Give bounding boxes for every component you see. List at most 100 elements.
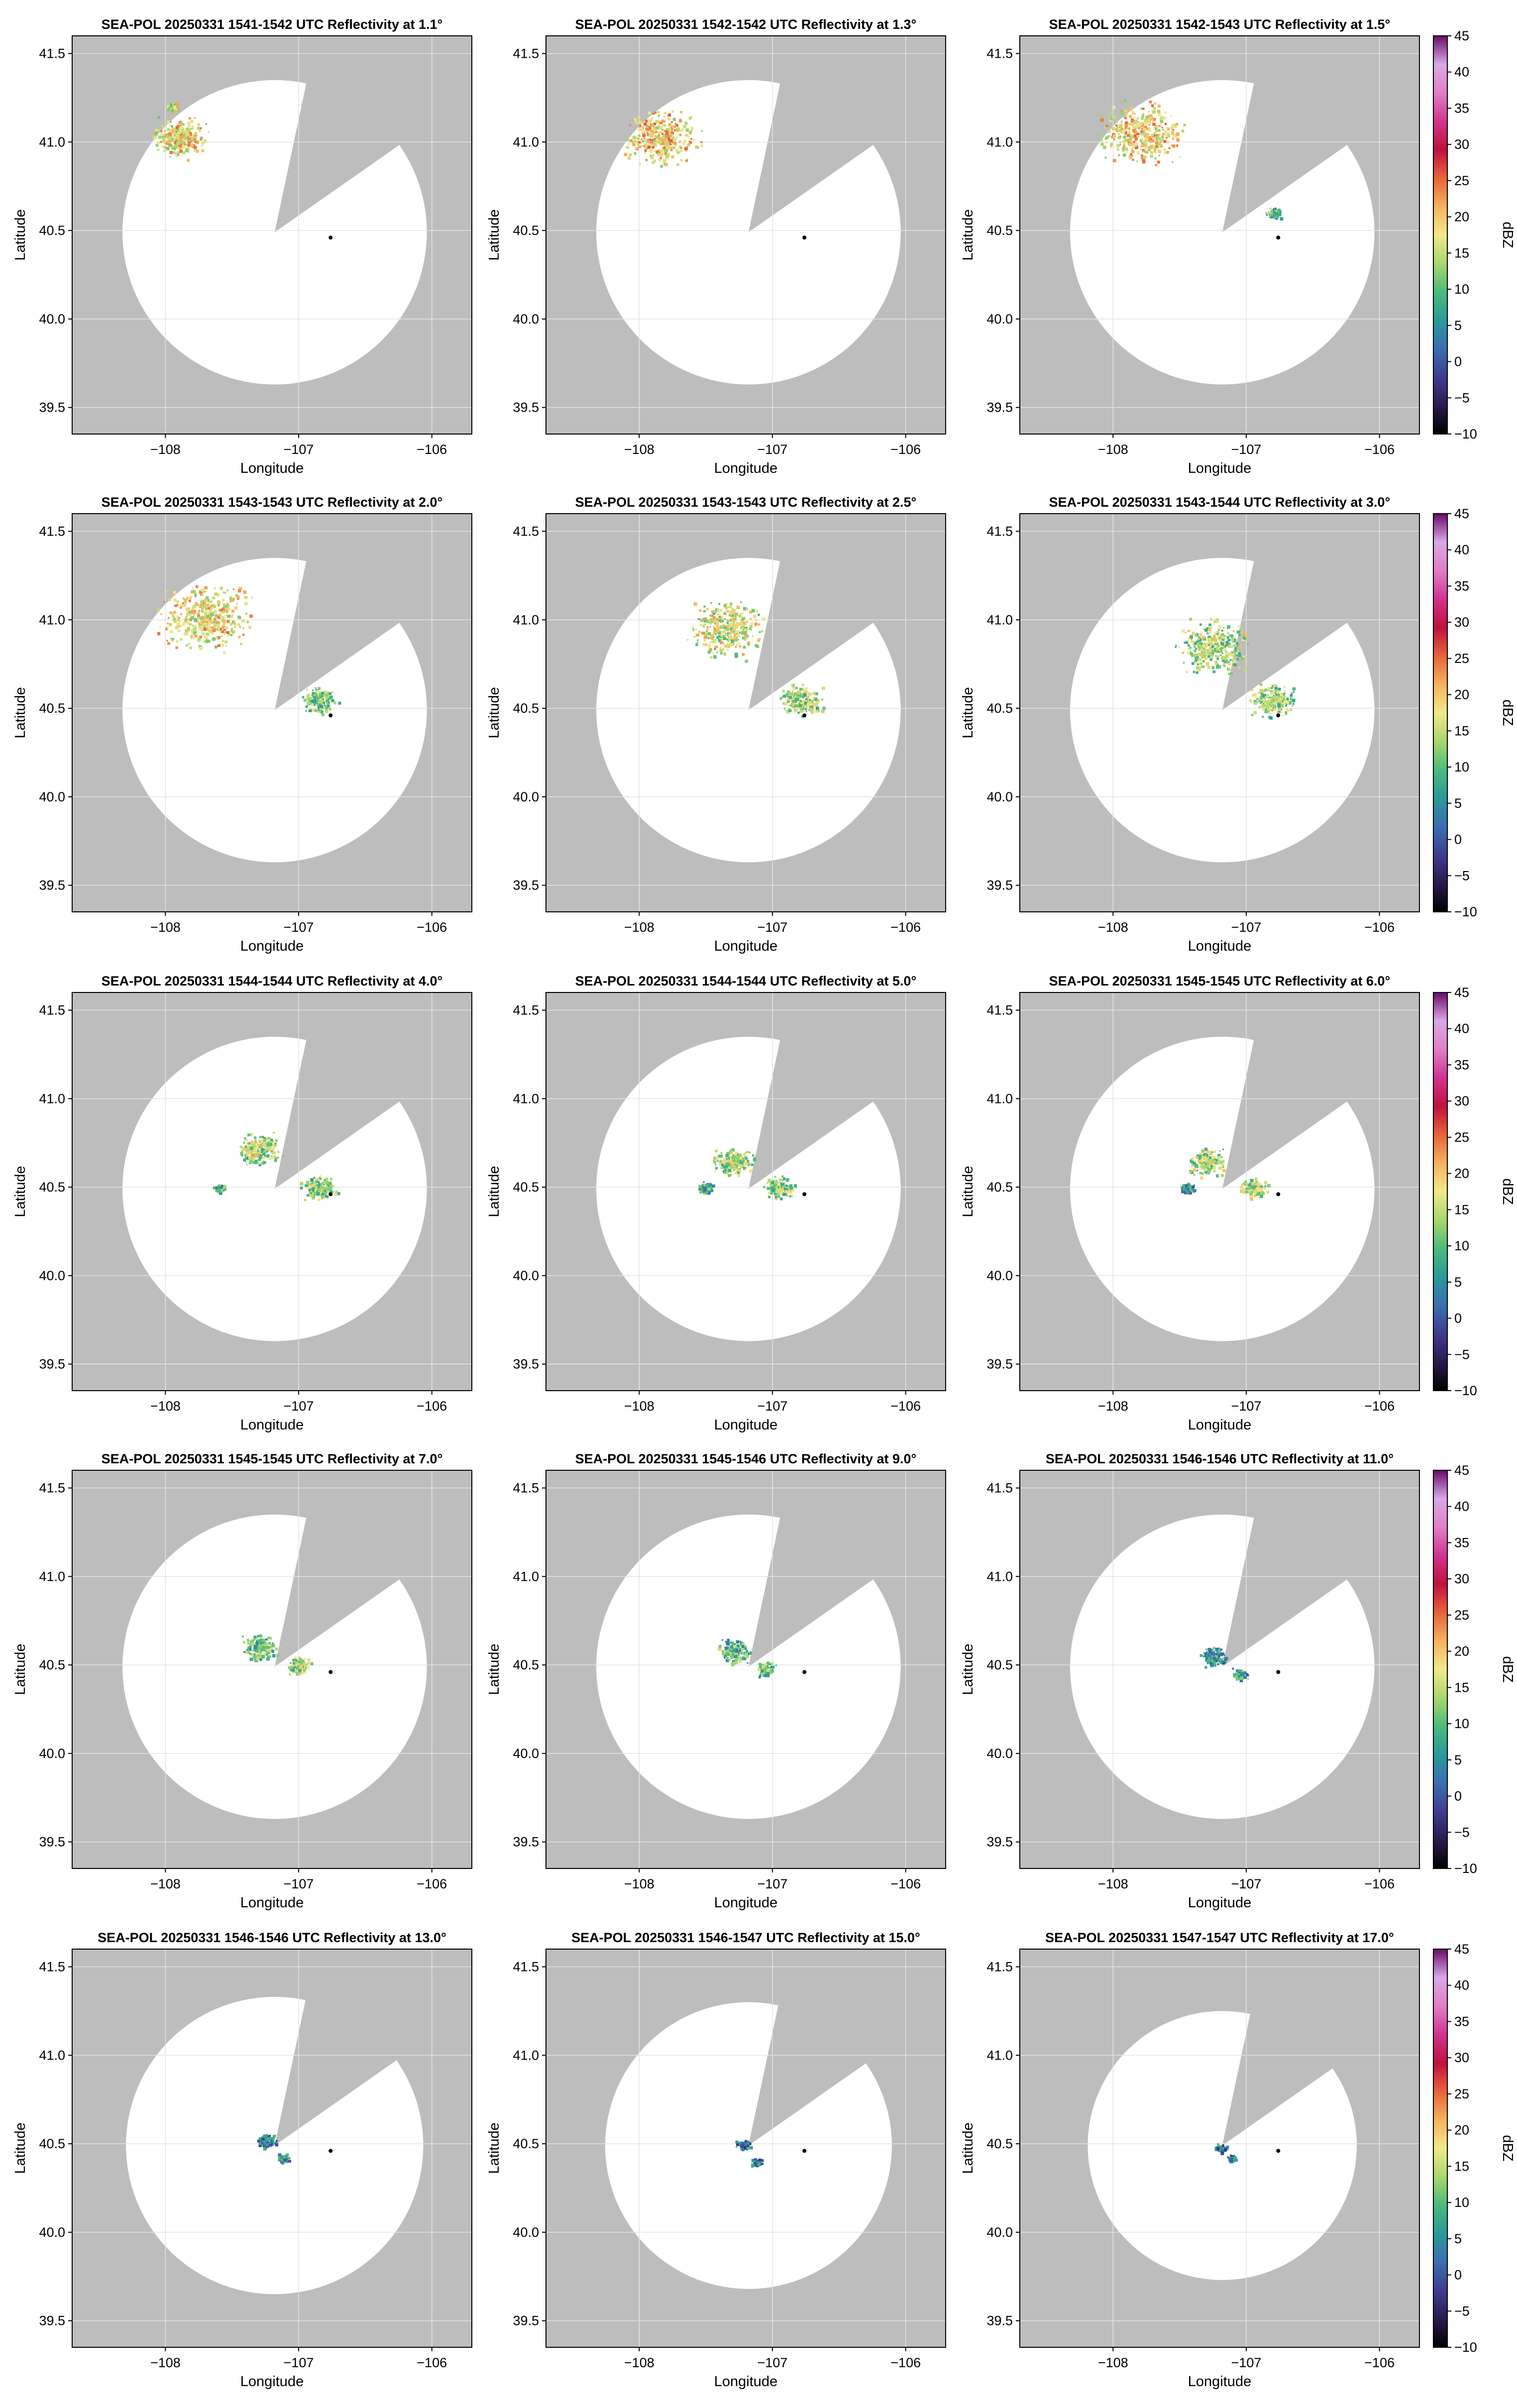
colorbar-label: dBZ — [1500, 221, 1516, 248]
echo-pixel — [165, 142, 168, 145]
echo-pixel — [1163, 133, 1166, 136]
echo-pixel — [638, 128, 641, 131]
echo-pixel — [1207, 639, 1210, 642]
echo-pixel — [181, 134, 184, 136]
echo-pixel — [179, 138, 182, 142]
echo-pixel — [305, 1188, 307, 1190]
echo-pixel — [194, 592, 197, 594]
echo-pixel — [180, 138, 184, 141]
echo-pixel — [730, 630, 733, 632]
echo-pixel — [791, 1187, 793, 1190]
echo-pixel — [775, 1198, 778, 1201]
echo-pixel — [252, 1151, 255, 1153]
echo-pixel — [697, 146, 699, 148]
panel-title: SEA-POL 20250331 1545-1545 UTC Reflectiv… — [1049, 974, 1391, 988]
echo-pixel — [305, 1663, 307, 1665]
echo-pixel — [218, 1191, 222, 1195]
echo-pixel — [1251, 1183, 1254, 1185]
echo-pixel — [245, 1650, 249, 1654]
echo-pixel — [780, 1198, 783, 1201]
echo-pixel — [653, 122, 656, 125]
echo-pixel — [806, 696, 809, 699]
echo-pixel — [1196, 656, 1199, 659]
echo-pixel — [271, 1644, 273, 1646]
echo-pixel — [621, 115, 623, 118]
echo-pixel — [183, 130, 185, 132]
echo-pixel — [771, 1181, 775, 1185]
echo-pixel — [1221, 633, 1224, 637]
echo-pixel — [332, 1191, 334, 1193]
echo-pixel — [723, 653, 726, 656]
echo-pixel — [1186, 1185, 1189, 1188]
echo-pixel — [1199, 1153, 1202, 1156]
radar-coverage — [122, 1036, 427, 1341]
echo-pixel — [699, 609, 702, 612]
echo-pixel — [1240, 1185, 1244, 1189]
echo-pixel — [746, 1151, 749, 1153]
echo-pixel — [237, 615, 240, 619]
echo-pixel — [204, 622, 207, 626]
echo-pixel — [204, 612, 207, 614]
echo-pixel — [196, 585, 199, 588]
echo-pixel — [791, 1188, 794, 1192]
echo-pixel — [263, 1139, 266, 1142]
echo-pixel — [1126, 151, 1128, 153]
echo-pixel — [671, 125, 674, 128]
echo-pixel — [181, 127, 185, 131]
echo-pixel — [1234, 647, 1237, 649]
echo-pixel — [1186, 671, 1188, 673]
echo-pixel — [308, 1668, 310, 1670]
echo-pixel — [215, 614, 218, 617]
echo-pixel — [1199, 1162, 1201, 1164]
echo-pixel — [231, 630, 235, 634]
echo-pixel — [1154, 126, 1156, 128]
echo-pixel — [753, 615, 757, 618]
echo-pixel — [794, 704, 798, 707]
echo-pixel — [227, 608, 230, 611]
echo-pixel — [738, 642, 740, 645]
echo-pixel — [747, 1160, 750, 1163]
echo-pixel — [726, 1165, 728, 1168]
echo-pixel — [1281, 702, 1284, 705]
echo-pixel — [1197, 638, 1200, 640]
echo-pixel — [711, 1189, 714, 1193]
echo-pixel — [1125, 131, 1127, 134]
echo-pixel — [1160, 122, 1162, 124]
echo-pixel — [780, 1191, 783, 1194]
echo-pixel — [1188, 647, 1191, 650]
echo-pixel — [1291, 692, 1294, 695]
echo-pixel — [1216, 647, 1220, 651]
echo-pixel — [672, 143, 675, 145]
echo-pixel — [737, 1159, 740, 1163]
echo-pixel — [1278, 707, 1281, 710]
echo-pixel — [189, 597, 192, 600]
echo-pixel — [1154, 151, 1156, 153]
echo-pixel — [1150, 118, 1153, 120]
y-tick-label: 39.5 — [39, 1357, 65, 1372]
reflectivity-echoes — [686, 601, 826, 718]
echo-pixel — [658, 154, 661, 156]
x-axis-label: Longitude — [240, 460, 304, 476]
echo-pixel — [726, 1659, 729, 1662]
echo-pixel — [665, 134, 668, 137]
echo-pixel — [1250, 1198, 1254, 1201]
echo-pixel — [219, 1186, 222, 1189]
echo-pixel — [1199, 633, 1202, 636]
radar-panel: −108 −107 −10639.540.040.541.041.5SEA-POL … — [960, 17, 1420, 476]
echo-pixel — [237, 623, 240, 626]
echo-pixel — [725, 1162, 729, 1166]
echo-pixel — [192, 625, 194, 627]
echo-pixel — [221, 616, 225, 620]
echo-pixel — [199, 622, 202, 625]
echo-pixel — [1205, 1166, 1209, 1170]
echo-pixel — [804, 708, 807, 711]
echo-pixel — [1123, 116, 1126, 118]
echo-pixel — [1131, 149, 1133, 151]
echo-pixel — [201, 588, 205, 592]
echo-pixel — [720, 1160, 723, 1163]
echo-pixel — [798, 702, 801, 705]
echo-pixel — [245, 1139, 247, 1141]
echo-pixel — [1195, 653, 1198, 657]
echo-pixel — [719, 647, 722, 650]
echo-pixel — [223, 633, 226, 635]
